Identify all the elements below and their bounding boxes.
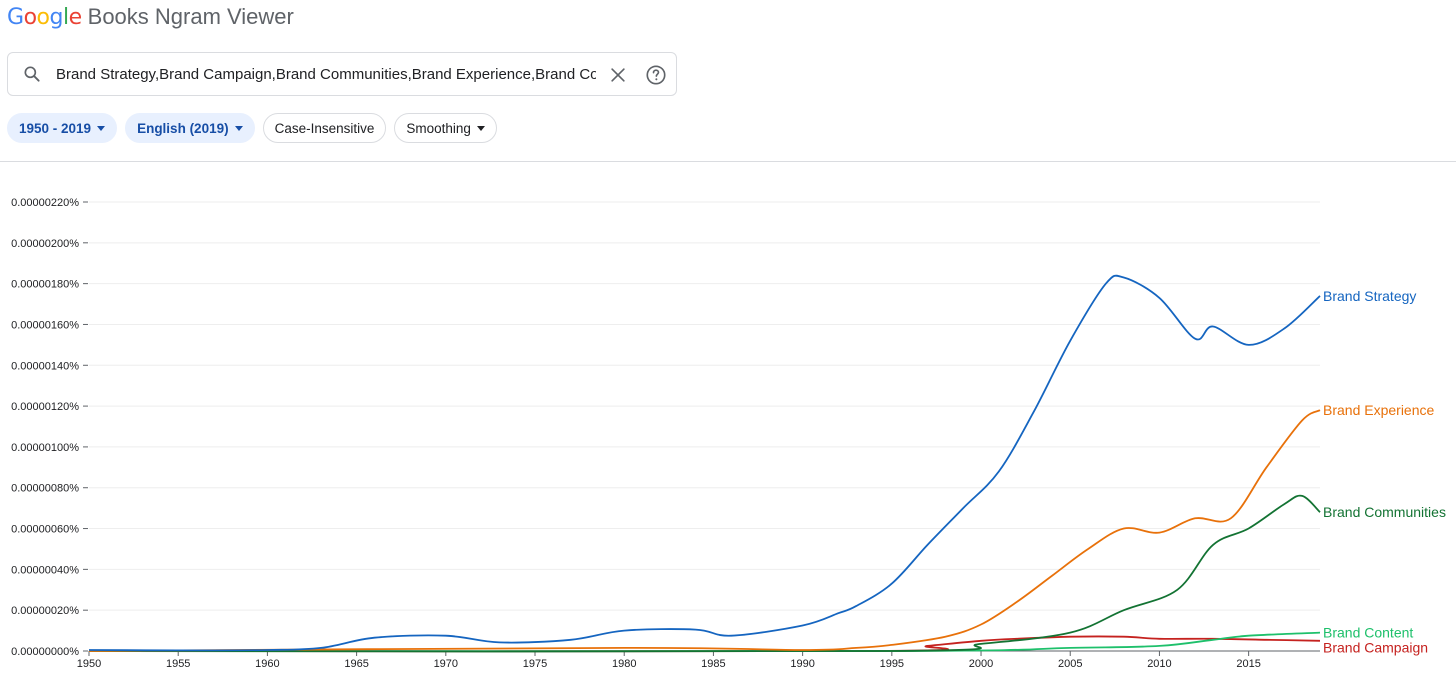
y-tick-label: 0.00000200% — [11, 238, 79, 250]
logo-letter: G — [7, 5, 24, 30]
close-icon[interactable] — [608, 65, 628, 85]
x-tick-label: 1955 — [166, 658, 190, 670]
year-range-label: 1950 - 2019 — [19, 120, 92, 136]
filter-chips: 1950 - 2019 English (2019) Case-Insensit… — [7, 113, 497, 143]
x-tick-label: 2005 — [1058, 658, 1082, 670]
series-label[interactable]: Brand Campaign — [1323, 640, 1428, 656]
x-tick-label: 1960 — [255, 658, 279, 670]
x-tick-label: 1975 — [523, 658, 547, 670]
corpus-label: English (2019) — [137, 120, 229, 136]
corpus-dropdown[interactable]: English (2019) — [125, 113, 255, 143]
y-tick-label: 0.00000020% — [11, 605, 79, 617]
case-insensitive-toggle[interactable]: Case-Insensitive — [262, 113, 387, 143]
series-label[interactable]: Brand Communities — [1323, 504, 1446, 520]
logo-letter: e — [68, 5, 83, 30]
series-line-brand-communities — [88, 494, 1321, 653]
search-icon — [24, 66, 40, 82]
y-tick-label: 0.00000220% — [11, 197, 79, 209]
y-tick-label: 0.00000180% — [11, 279, 79, 291]
series-label[interactable]: Brand Content — [1323, 625, 1413, 641]
y-tick-label: 0.00000140% — [11, 360, 79, 372]
logo-letter: l — [62, 5, 69, 30]
logo-letter: g — [49, 5, 64, 30]
y-tick-label: 0.00000060% — [11, 524, 79, 536]
chevron-down-icon — [234, 125, 243, 131]
x-tick-label: 2000 — [969, 658, 993, 670]
x-tick-label: 1980 — [612, 658, 636, 670]
chevron-down-icon — [476, 125, 485, 131]
search-box[interactable]: Brand Strategy,Brand Campaign,Brand Comm… — [7, 52, 677, 96]
series-line-brand-experience — [88, 409, 1321, 652]
x-tick-label: 1995 — [880, 658, 904, 670]
google-logo[interactable]: Google — [7, 5, 82, 30]
series-label[interactable]: Brand Experience — [1323, 402, 1435, 418]
x-tick-label: 2010 — [1147, 658, 1171, 670]
y-tick-label: 0.00000120% — [11, 401, 79, 413]
search-input[interactable]: Brand Strategy,Brand Campaign,Brand Comm… — [56, 66, 596, 83]
chevron-down-icon — [97, 125, 106, 131]
smoothing-label: Smoothing — [406, 120, 471, 136]
logo-letter: o — [36, 5, 50, 30]
x-tick-label: 1970 — [434, 658, 458, 670]
help-icon[interactable] — [645, 64, 667, 86]
divider — [0, 161, 1456, 162]
logo-letter: o — [23, 5, 37, 30]
y-tick-label: 0.00000080% — [11, 483, 79, 495]
x-tick-label: 2015 — [1236, 658, 1260, 670]
year-range-dropdown[interactable]: 1950 - 2019 — [7, 113, 118, 143]
case-insensitive-label: Case-Insensitive — [274, 120, 375, 136]
x-tick-label: 1985 — [701, 658, 725, 670]
y-tick-label: 0.00000040% — [11, 564, 79, 576]
y-tick-label: 0.00000160% — [11, 319, 79, 331]
x-tick-label: 1990 — [790, 658, 814, 670]
app-header: Google Books Ngram Viewer — [7, 4, 294, 38]
x-tick-label: 1950 — [77, 658, 101, 670]
y-tick-label: 0.00000100% — [11, 442, 79, 454]
series-line-brand-strategy — [88, 274, 1321, 652]
y-tick-label: 0.00000000% — [11, 646, 79, 658]
app-title: Books Ngram Viewer — [87, 4, 294, 29]
x-tick-label: 1965 — [344, 658, 368, 670]
smoothing-dropdown[interactable]: Smoothing — [394, 113, 497, 143]
series-label[interactable]: Brand Strategy — [1323, 288, 1416, 304]
